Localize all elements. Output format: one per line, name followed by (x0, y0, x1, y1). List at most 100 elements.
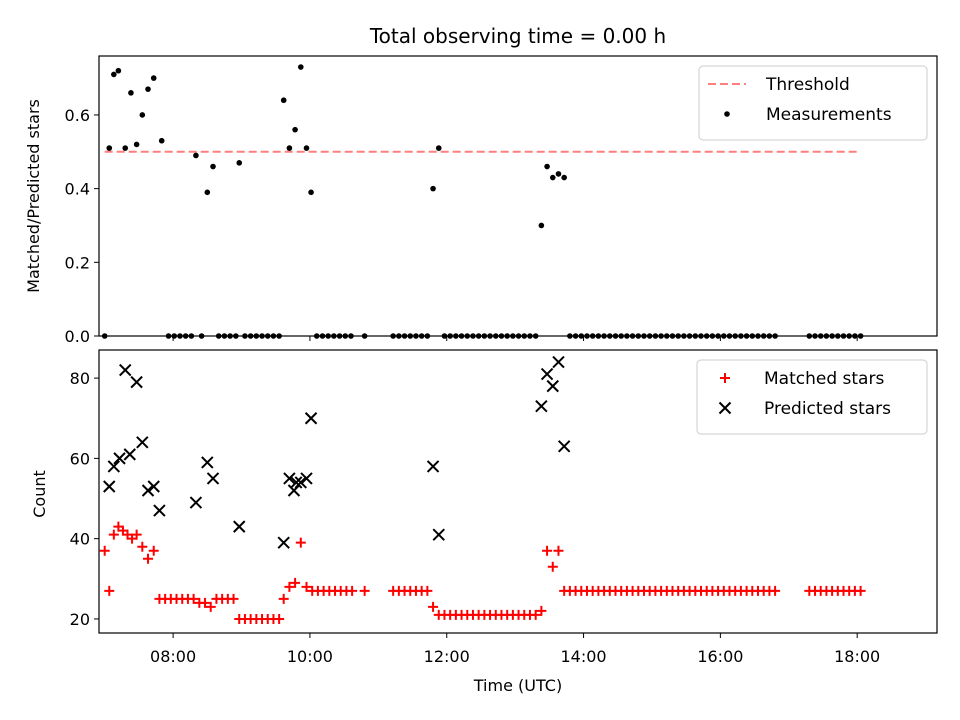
measurement-point (133, 141, 140, 148)
predicted-stars-point (552, 355, 565, 369)
measurement-point (464, 333, 471, 339)
matched-stars-point (137, 541, 148, 552)
matched-stars-point (301, 581, 312, 592)
predicted-stars-point (304, 412, 318, 425)
predicted-stars-point (147, 480, 160, 493)
y-tick-label: 40 (70, 530, 90, 549)
matched-stars-point (542, 545, 553, 556)
measurement-point (481, 333, 488, 339)
measurement-point (361, 333, 368, 339)
predicted-stars-point (201, 456, 214, 469)
x-tick-label: 16:00 (697, 647, 743, 666)
measurement-point (177, 333, 183, 339)
matched-stars-point (547, 561, 558, 572)
matched-stars-point (284, 581, 295, 592)
matched-stars-point (228, 593, 239, 604)
predicted-stars-point (426, 460, 440, 473)
measurement-point (498, 333, 505, 339)
measurement-point (561, 174, 567, 181)
measurement-point (475, 333, 482, 339)
measurement-point (182, 333, 189, 339)
predicted-stars-point (283, 472, 296, 485)
measurement-point (150, 75, 157, 81)
measurement-point (342, 333, 349, 339)
matched-stars-point (108, 529, 119, 540)
measurement-point (504, 333, 510, 339)
matched-stars-point (553, 545, 564, 556)
predicted-stars-point (300, 472, 313, 485)
measurement-point (624, 333, 630, 339)
measurement-point (812, 333, 818, 339)
predicted-stars-point (294, 476, 308, 489)
measurement-point (145, 86, 151, 92)
measurement-point (772, 333, 778, 339)
measurement-point (749, 333, 756, 339)
measurement-point (709, 333, 716, 339)
measurement-point (336, 333, 343, 339)
measurement-point (817, 333, 824, 339)
measurement-point (760, 333, 767, 339)
measurement-point (743, 333, 750, 339)
predicted-stars-point (233, 520, 246, 533)
measurement-point (458, 333, 465, 339)
predicted-stars-point (535, 399, 548, 413)
predicted-stars-point (153, 504, 166, 517)
measurement-point (572, 333, 579, 339)
measurement-point (538, 222, 545, 229)
measurement-point (242, 333, 248, 339)
measurement-point (276, 333, 282, 339)
predicted-stars-point (130, 375, 143, 389)
matched-stars-point (359, 585, 370, 596)
measurement-point (527, 333, 533, 339)
x-tick-label: 12:00 (424, 647, 470, 666)
measurement-point (396, 333, 402, 339)
y-tick-label: 0.2 (65, 253, 90, 272)
legend-matched-swatch (720, 373, 730, 383)
measurement-point (298, 64, 304, 70)
matched-stars-point (536, 605, 547, 616)
measurement-point (171, 333, 178, 339)
y-tick-label: 80 (70, 369, 90, 388)
panel-counts: Count Time (UTC) 20 40 60 80 08:00 10:00 12:00… (30, 349, 938, 695)
measurement-point (823, 333, 830, 339)
measurement-point (681, 333, 687, 339)
x-tick-label: 10:00 (287, 647, 333, 666)
measurement-point (390, 333, 396, 339)
matched-stars-point (99, 545, 110, 556)
measurement-point (424, 333, 431, 339)
measurement-point (253, 333, 260, 339)
measurement-point (292, 126, 298, 133)
legend: Matched stars Predicted stars (696, 359, 928, 435)
matched-stars-point (428, 601, 439, 612)
predicted-stars-point (141, 484, 155, 497)
measurement-point (106, 145, 113, 151)
measurement-point (313, 333, 320, 339)
matched-stars-point (131, 529, 142, 540)
measurement-point (270, 333, 277, 339)
measurement-point (221, 333, 228, 339)
legend-measurement-swatch (724, 111, 730, 117)
measurement-point (236, 160, 243, 166)
measurement-point (584, 333, 590, 339)
measurement-point (635, 333, 642, 339)
measurement-point (732, 333, 738, 339)
legend-label: Matched stars (764, 369, 884, 389)
chart-title: Total observing time = 0.00 h (369, 24, 666, 48)
legend-box (696, 359, 928, 435)
measurement-point (233, 333, 239, 339)
measurement-point (544, 163, 550, 170)
legend: Threshold Measurements (698, 65, 928, 141)
predicted-stars-point (107, 460, 121, 473)
predicted-stars-point (546, 379, 559, 393)
measurement-point (492, 333, 499, 339)
measurement-point (521, 333, 528, 339)
measurement-point (601, 333, 607, 339)
matched-stars-point (770, 585, 781, 596)
measurement-point (641, 333, 647, 339)
matched-stars-point (188, 593, 199, 604)
predicted-stars-point (119, 363, 132, 377)
measurement-point (549, 174, 556, 181)
measurement-point (188, 333, 195, 339)
matched-stars-point (205, 601, 216, 612)
